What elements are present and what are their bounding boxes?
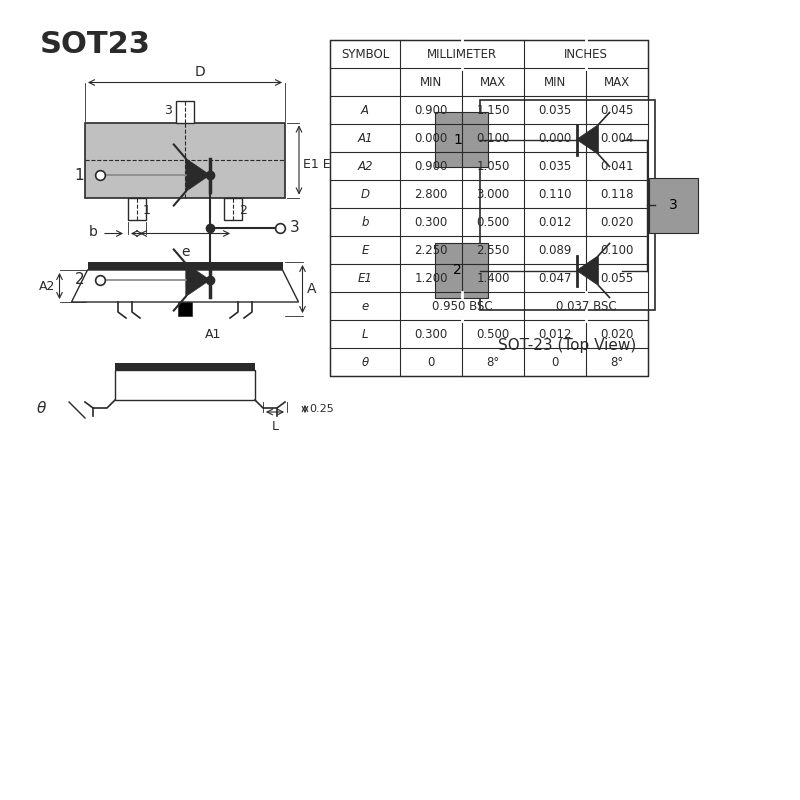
Bar bbox=[176, 101, 194, 122]
Text: 0.900: 0.900 bbox=[414, 159, 448, 173]
Text: 0.110: 0.110 bbox=[538, 187, 572, 201]
Text: L: L bbox=[271, 420, 278, 433]
Text: 1.050: 1.050 bbox=[476, 159, 510, 173]
Text: 0.089: 0.089 bbox=[538, 243, 572, 257]
Text: 0.000: 0.000 bbox=[538, 131, 572, 145]
Text: 8°: 8° bbox=[486, 355, 500, 369]
Bar bbox=[224, 198, 242, 219]
Polygon shape bbox=[71, 270, 298, 302]
Polygon shape bbox=[577, 255, 598, 286]
Text: A1: A1 bbox=[358, 131, 373, 145]
Text: 3.000: 3.000 bbox=[476, 187, 510, 201]
Bar bbox=[649, 178, 698, 233]
Text: 0.035: 0.035 bbox=[538, 159, 572, 173]
Text: e: e bbox=[181, 246, 190, 259]
Text: 0.004: 0.004 bbox=[600, 131, 634, 145]
Text: 0.900: 0.900 bbox=[414, 103, 448, 117]
Text: A2: A2 bbox=[39, 279, 55, 293]
Text: 0.020: 0.020 bbox=[600, 215, 634, 229]
Text: 0.045: 0.045 bbox=[600, 103, 634, 117]
Text: A: A bbox=[361, 103, 369, 117]
Text: 2.550: 2.550 bbox=[476, 243, 510, 257]
Text: 2: 2 bbox=[74, 273, 84, 287]
Text: MAX: MAX bbox=[480, 75, 506, 89]
Text: SYMBOL: SYMBOL bbox=[341, 47, 389, 61]
Text: e: e bbox=[362, 299, 369, 313]
Text: 8°: 8° bbox=[610, 355, 624, 369]
Text: 0.500: 0.500 bbox=[476, 215, 510, 229]
Text: 0.055: 0.055 bbox=[600, 271, 634, 285]
Text: 3: 3 bbox=[164, 105, 172, 118]
Text: SOT-23 (Top View): SOT-23 (Top View) bbox=[498, 338, 637, 353]
Text: 3: 3 bbox=[669, 198, 678, 212]
Text: 0.012: 0.012 bbox=[538, 327, 572, 341]
Bar bbox=[87, 262, 282, 270]
Bar bbox=[115, 370, 255, 400]
Text: L: L bbox=[362, 327, 368, 341]
Text: 2.250: 2.250 bbox=[414, 243, 448, 257]
Text: MAX: MAX bbox=[604, 75, 630, 89]
Text: 0.300: 0.300 bbox=[414, 327, 448, 341]
Text: E1: E1 bbox=[358, 271, 373, 285]
Text: 0.950 BSC: 0.950 BSC bbox=[432, 299, 492, 313]
Text: E1 E: E1 E bbox=[303, 158, 330, 170]
Text: A2: A2 bbox=[358, 159, 373, 173]
Text: A: A bbox=[306, 282, 316, 296]
Text: A1: A1 bbox=[205, 328, 222, 341]
Polygon shape bbox=[186, 263, 210, 297]
Bar bbox=[115, 363, 255, 370]
Text: 2.800: 2.800 bbox=[414, 187, 448, 201]
Bar bbox=[178, 302, 192, 316]
Text: 1: 1 bbox=[143, 205, 151, 218]
Text: 0.037 BSC: 0.037 BSC bbox=[556, 299, 616, 313]
Polygon shape bbox=[186, 158, 210, 191]
Text: SOT23: SOT23 bbox=[40, 30, 151, 59]
Text: 1: 1 bbox=[453, 133, 462, 146]
Text: 0.035: 0.035 bbox=[538, 103, 572, 117]
Text: 1: 1 bbox=[74, 167, 84, 182]
Text: MILLIMETER: MILLIMETER bbox=[427, 47, 497, 61]
Text: 0.100: 0.100 bbox=[476, 131, 510, 145]
Text: MIN: MIN bbox=[420, 75, 442, 89]
Text: E: E bbox=[362, 243, 369, 257]
Text: 3: 3 bbox=[290, 220, 300, 235]
Text: D: D bbox=[195, 65, 206, 78]
Text: 2: 2 bbox=[239, 205, 247, 218]
Text: 0.012: 0.012 bbox=[538, 215, 572, 229]
Bar bbox=[480, 100, 655, 310]
Text: θ: θ bbox=[362, 355, 369, 369]
Text: 0.25: 0.25 bbox=[309, 404, 334, 414]
Text: 0: 0 bbox=[427, 355, 434, 369]
Bar bbox=[435, 243, 488, 298]
Text: $\theta$: $\theta$ bbox=[36, 400, 47, 416]
Bar bbox=[330, 40, 648, 376]
Text: 0.100: 0.100 bbox=[600, 243, 634, 257]
Bar bbox=[435, 112, 488, 167]
Text: 0.041: 0.041 bbox=[600, 159, 634, 173]
Text: 2: 2 bbox=[453, 263, 462, 278]
Text: 0.000: 0.000 bbox=[414, 131, 448, 145]
Bar bbox=[85, 122, 285, 198]
Text: 0.020: 0.020 bbox=[600, 327, 634, 341]
Text: MIN: MIN bbox=[544, 75, 566, 89]
Text: 0.500: 0.500 bbox=[476, 327, 510, 341]
Text: 0.300: 0.300 bbox=[414, 215, 448, 229]
Text: 0: 0 bbox=[551, 355, 558, 369]
Text: INCHES: INCHES bbox=[564, 47, 608, 61]
Text: 0.118: 0.118 bbox=[600, 187, 634, 201]
Polygon shape bbox=[577, 125, 598, 154]
Text: 1.200: 1.200 bbox=[414, 271, 448, 285]
Text: 1.150: 1.150 bbox=[476, 103, 510, 117]
Bar bbox=[128, 198, 146, 219]
Text: b: b bbox=[89, 225, 98, 238]
Text: 0.047: 0.047 bbox=[538, 271, 572, 285]
Text: b: b bbox=[362, 215, 369, 229]
Text: 1.400: 1.400 bbox=[476, 271, 510, 285]
Text: D: D bbox=[361, 187, 370, 201]
